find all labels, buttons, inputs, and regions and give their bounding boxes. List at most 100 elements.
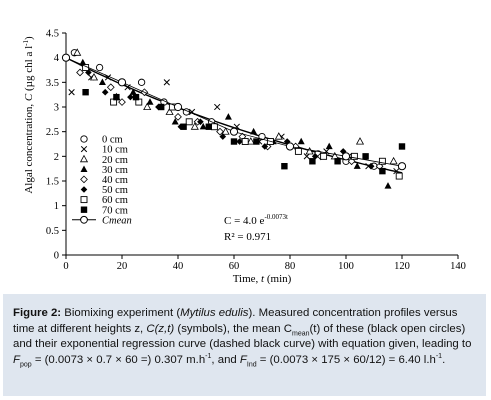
data-point — [219, 133, 227, 140]
legend-label: 50 cm — [102, 185, 128, 196]
data-point — [224, 113, 232, 120]
data-point — [143, 102, 152, 110]
mean-point — [229, 127, 239, 136]
data-point — [214, 103, 221, 111]
x-tick-label: 120 — [394, 261, 410, 272]
data-point — [190, 122, 199, 130]
data-point — [320, 152, 328, 160]
series-30-cm — [79, 58, 392, 189]
data-point — [165, 107, 174, 115]
figure-caption: Figure 2: Biomixing experiment (Mytilus … — [3, 294, 486, 396]
y-tick-label: 2.5 — [46, 127, 59, 138]
data-point — [197, 118, 204, 126]
x-tick-label: 80 — [285, 261, 296, 272]
data-point — [163, 79, 170, 86]
data-point — [127, 93, 134, 101]
x-tick-label: 0 — [63, 261, 68, 272]
x-axis-title: Time, t (min) — [233, 273, 292, 285]
data-point — [250, 127, 258, 135]
legend-label: 40 cm — [102, 175, 128, 186]
legend-item: 20 cm — [79, 154, 128, 166]
legend-item: 60 cm — [80, 195, 128, 206]
caption-text: Figure 2: Biomixing experiment (Mytilus … — [13, 307, 472, 368]
legend-marker — [80, 145, 88, 153]
data-point — [210, 123, 218, 131]
legend-label: Cmean — [102, 215, 132, 226]
y-axis-title: Algal concentration, C (µg chl a l-1) — [22, 36, 35, 194]
data-point — [274, 132, 283, 140]
legend-item: 0 cm — [80, 135, 123, 146]
caption-label: Figure 2: — [13, 307, 62, 319]
data-point — [68, 89, 75, 96]
data-point — [353, 162, 361, 169]
data-point — [325, 142, 333, 150]
data-point — [362, 153, 369, 160]
data-point — [395, 172, 403, 180]
data-point — [398, 143, 406, 150]
mean-point — [341, 152, 351, 161]
data-point — [309, 158, 316, 165]
data-point — [241, 138, 249, 145]
r-squared-label: R² = 0.971 — [224, 231, 271, 243]
data-point — [297, 137, 305, 145]
data-point — [180, 123, 187, 130]
legend-label: 30 cm — [102, 165, 128, 176]
data-point — [216, 127, 224, 136]
mean-point — [285, 142, 295, 151]
legend-item: 10 cm — [80, 145, 128, 156]
x-tick-label: 20 — [117, 261, 128, 272]
legend-marker — [80, 175, 88, 184]
data-point — [311, 153, 319, 160]
y-tick-label: 4.5 — [46, 29, 59, 40]
x-tick-label: 100 — [338, 261, 354, 272]
data-point — [378, 157, 386, 165]
data-point — [82, 89, 89, 96]
data-point — [236, 138, 243, 145]
data-point — [253, 138, 260, 145]
legend-marker — [80, 186, 88, 193]
data-point — [334, 158, 341, 165]
data-point — [355, 137, 365, 145]
y-tick-label: 1.5 — [46, 177, 59, 188]
y-tick-label: 0 — [54, 251, 59, 262]
data-point — [129, 88, 137, 95]
data-point — [261, 143, 269, 150]
equation-label: C = 4.0 e-0.0073t — [224, 213, 288, 227]
data-point — [76, 68, 84, 77]
series-50-cm — [85, 69, 403, 180]
data-point — [89, 72, 99, 81]
legend-item: 40 cm — [80, 175, 128, 186]
legend-item: Cmean — [72, 215, 132, 226]
data-point — [79, 58, 87, 66]
data-point — [174, 113, 182, 121]
data-point — [367, 162, 375, 170]
data-point — [303, 153, 310, 160]
data-point — [389, 156, 398, 165]
y-tick-label: 3 — [54, 103, 59, 114]
data-point — [221, 127, 230, 135]
mean-point — [397, 162, 407, 171]
mean-point — [173, 102, 183, 112]
y-tick-label: 2 — [54, 152, 59, 163]
data-point — [339, 148, 347, 155]
data-point — [101, 88, 109, 96]
data-point — [185, 118, 193, 126]
data-point — [171, 118, 179, 125]
data-point — [158, 103, 165, 111]
data-point — [281, 163, 288, 170]
data-point — [106, 83, 115, 92]
data-points — [68, 48, 406, 189]
legend-item: 70 cm — [80, 205, 128, 216]
legend-label: 70 cm — [102, 205, 128, 216]
legend-label: 10 cm — [102, 145, 128, 156]
data-point — [73, 48, 82, 56]
data-point — [246, 137, 255, 145]
legend-item: 50 cm — [80, 185, 128, 196]
legend-item: 30 cm — [80, 165, 128, 176]
mean-point — [117, 78, 127, 87]
data-point — [294, 147, 302, 155]
data-point — [305, 146, 314, 155]
x-tick-label: 140 — [450, 261, 466, 272]
data-point — [350, 152, 358, 160]
